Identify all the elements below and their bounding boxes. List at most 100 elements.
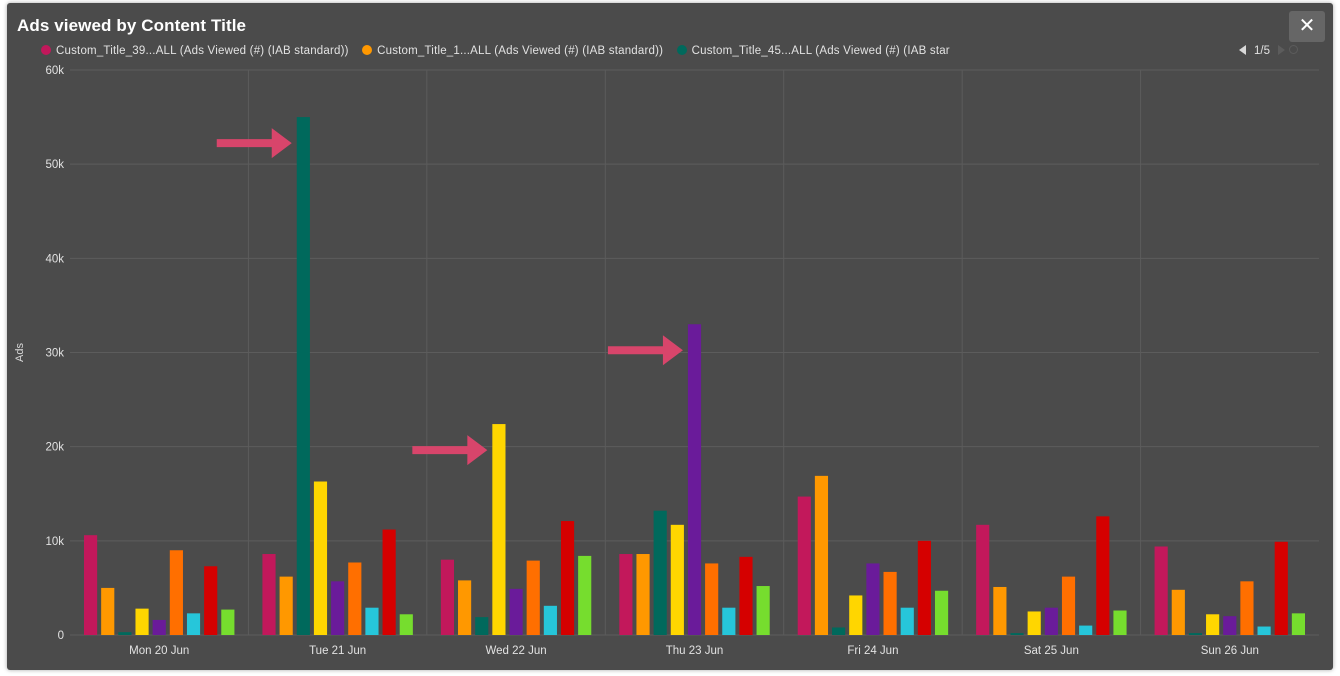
bar[interactable] (152, 619, 166, 635)
bar[interactable] (313, 481, 328, 635)
y-tick-label: 60k (45, 65, 64, 77)
bar[interactable] (221, 609, 235, 635)
bar[interactable] (101, 587, 115, 635)
annotation-arrow (607, 335, 683, 366)
x-tick-label: Sat 25 Jun (1024, 645, 1079, 657)
bar[interactable] (1188, 633, 1203, 635)
bar[interactable] (1257, 626, 1271, 635)
legend-dot-icon (362, 45, 373, 55)
bar[interactable] (797, 496, 811, 635)
bar[interactable] (186, 613, 201, 635)
bar[interactable] (1154, 546, 1168, 635)
bar[interactable] (814, 475, 829, 635)
x-tick-label: Thu 23 Jun (666, 645, 724, 657)
bar[interactable] (976, 524, 990, 635)
y-axis-label: Ads (14, 343, 26, 362)
x-tick-label: Mon 20 Jun (129, 645, 189, 657)
legend-item[interactable]: Custom_Title_39...ALL (Ads Viewed (#) (I… (41, 45, 349, 57)
bar[interactable] (1240, 581, 1254, 635)
bar[interactable] (739, 556, 753, 635)
bar[interactable] (543, 605, 557, 635)
bar[interactable] (262, 554, 276, 635)
bar[interactable] (118, 632, 132, 635)
y-tick-label: 10k (45, 536, 64, 548)
bar[interactable] (917, 540, 931, 635)
y-tick-label: 30k (45, 348, 64, 360)
bar[interactable] (135, 608, 149, 635)
legend-next-icon[interactable] (1278, 45, 1285, 55)
legend-prev-icon[interactable] (1239, 45, 1246, 55)
bar[interactable] (1044, 607, 1058, 635)
legend-page-indicator: 1/5 (1254, 45, 1270, 57)
legend-label: Custom_Title_39...ALL (Ads Viewed (#) (I… (56, 45, 349, 57)
bar[interactable] (348, 562, 362, 635)
bar[interactable] (1096, 516, 1110, 635)
legend-label: Custom_Title_1...ALL (Ads Viewed (#) (IA… (377, 45, 664, 57)
bar[interactable] (1061, 576, 1076, 635)
bar[interactable] (883, 571, 897, 635)
close-button[interactable]: ✕ (1289, 11, 1325, 42)
chart-legend: Custom_Title_39...ALL (Ads Viewed (#) (I… (41, 45, 1231, 61)
bar[interactable] (296, 117, 310, 636)
bar[interactable] (1079, 625, 1093, 635)
bar[interactable] (636, 554, 650, 635)
bar[interactable] (169, 550, 183, 635)
bar[interactable] (866, 563, 880, 635)
bar[interactable] (84, 535, 98, 635)
bar[interactable] (440, 559, 455, 635)
x-tick-label: Tue 21 Jun (309, 645, 366, 657)
bar[interactable] (619, 554, 633, 635)
bar[interactable] (1223, 616, 1237, 635)
bar[interactable] (279, 576, 293, 635)
bar[interactable] (1113, 610, 1127, 635)
chart-window: Ads viewed by Content Title ✕ Custom_Tit… (7, 3, 1333, 670)
legend-item[interactable]: Custom_Title_45...ALL (Ads Viewed (#) (I… (676, 45, 950, 57)
bar[interactable] (756, 586, 770, 635)
axes: 0 10k 20k 30k 40k 50k 60k Ads Mon 20 Jun Tue 21 J… (14, 65, 1259, 657)
x-tick-label: Fri 24 Jun (847, 645, 898, 657)
bar[interactable] (670, 524, 684, 635)
bar[interactable] (492, 424, 506, 635)
close-icon: ✕ (1298, 15, 1316, 37)
x-tick-label: Sun 26 Jun (1201, 645, 1259, 657)
bar[interactable] (832, 627, 846, 635)
bar[interactable] (204, 566, 218, 635)
bars (84, 117, 1305, 636)
bar[interactable] (900, 607, 914, 635)
bar[interactable] (687, 324, 702, 635)
bar[interactable] (993, 586, 1007, 635)
y-tick-label: 40k (45, 253, 64, 265)
bar[interactable] (1274, 541, 1288, 635)
bar[interactable] (1171, 589, 1185, 635)
y-tick-label: 20k (45, 442, 64, 454)
legend-item[interactable]: Custom_Title_1...ALL (Ads Viewed (#) (IA… (362, 45, 663, 57)
bar[interactable] (1291, 613, 1305, 635)
bar[interactable] (934, 590, 949, 635)
x-tick-label: Wed 22 Jun (485, 645, 546, 657)
bar[interactable] (509, 588, 523, 635)
bar[interactable] (722, 607, 736, 635)
bar[interactable] (578, 555, 592, 635)
bar[interactable] (526, 560, 540, 635)
bar[interactable] (1027, 611, 1041, 635)
bar[interactable] (653, 510, 667, 635)
bar[interactable] (365, 607, 379, 635)
bar[interactable] (705, 563, 719, 635)
bar[interactable] (399, 614, 413, 635)
bar-chart: 0 10k 20k 30k 40k 50k 60k Ads Mon 20 Jun Tue 21 J… (14, 65, 1319, 657)
legend-pager: 1/5 (1239, 45, 1298, 57)
legend-dot-icon (41, 45, 51, 55)
bar[interactable] (849, 595, 863, 635)
bar[interactable] (1206, 614, 1220, 635)
bar[interactable] (458, 580, 472, 635)
bar[interactable] (1010, 633, 1024, 635)
zoom-icon[interactable] (1289, 45, 1298, 54)
annotations (216, 128, 683, 466)
annotation-arrow (216, 128, 292, 159)
bar[interactable] (382, 529, 396, 635)
bar[interactable] (475, 617, 489, 635)
bar[interactable] (331, 581, 345, 635)
annotation-arrow (412, 435, 488, 466)
bar[interactable] (560, 521, 575, 635)
chart-title: Ads viewed by Content Title (17, 16, 247, 35)
